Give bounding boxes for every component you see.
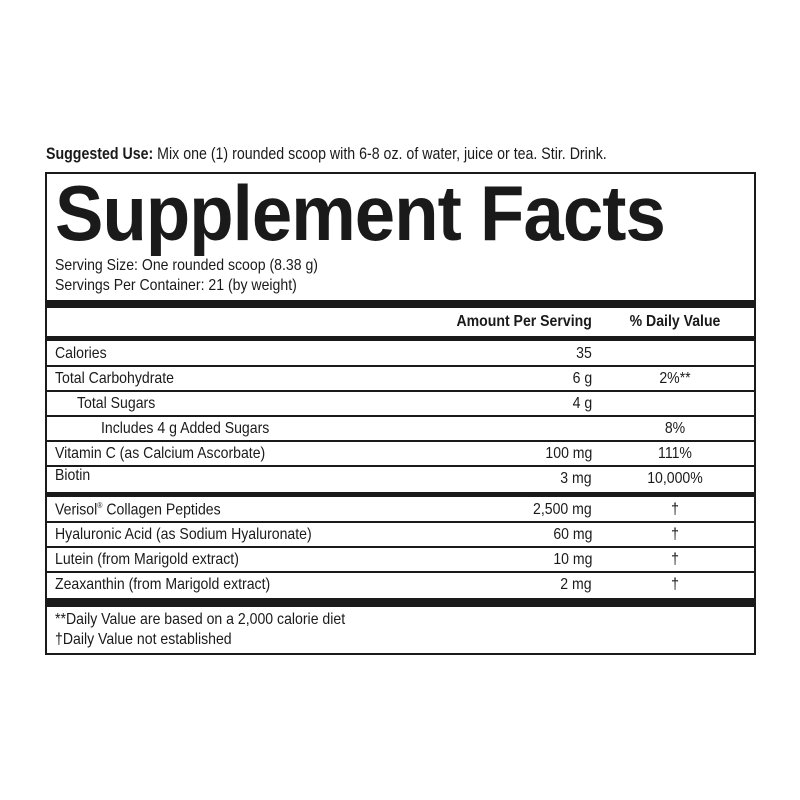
amount-header: Amount Per Serving (456, 313, 592, 330)
ingredient-row: Hyaluronic Acid (as Sodium Hyaluronate) 6… (47, 523, 754, 548)
nutrient-dv: 2%** (659, 370, 691, 387)
nutrient-name: Calories (55, 345, 107, 362)
ingredient-dv: † (671, 576, 679, 593)
divider-thick (47, 598, 754, 607)
nutrient-amount: 100 mg (545, 445, 592, 462)
ingredient-row: Lutein (from Marigold extract) 10 mg † (47, 548, 754, 573)
nutrient-dv: 8% (664, 420, 686, 437)
ingredient-amount: 60 mg (552, 526, 592, 543)
nutrient-row: Includes 4 g Added Sugars 8% (47, 417, 754, 442)
nutrient-dv: 10,000% (647, 470, 703, 487)
ingredient-amount: 2 mg (560, 576, 592, 593)
divider-medium (47, 492, 754, 497)
divider-thick (47, 300, 754, 308)
ingredient-amount: 2,500 mg (533, 501, 592, 518)
supplement-facts-panel: Supplement Facts Serving Size: One round… (45, 169, 756, 655)
nutrient-amount: 3 mg (560, 470, 592, 487)
footnote-not-established: †Daily Value not established (55, 631, 232, 648)
nutrient-dv: 111% (658, 445, 692, 462)
ingredient-row: Zeaxanthin (from Marigold extract) 2 mg † (47, 573, 754, 596)
suggested-use-label: Suggested Use: (46, 145, 154, 163)
nutrient-row: Total Carbohydrate 6 g 2%** (47, 367, 754, 392)
nutrient-row: Biotin 3 mg 10,000% (47, 467, 754, 490)
nutrient-name: Vitamin C (as Calcium Ascorbate) (55, 445, 266, 462)
nutrient-amount: 6 g (572, 370, 592, 387)
ingredient-row: Verisol® Collagen Peptides 2,500 mg † (47, 498, 754, 523)
nutrient-amount: 35 (576, 345, 592, 362)
dv-header: % Daily Value (629, 313, 721, 330)
nutrient-name: Total Carbohydrate (55, 370, 174, 387)
nutrient-row: Total Sugars 4 g (47, 392, 754, 417)
nutrient-name: Biotin (55, 467, 91, 484)
ingredient-name: Hyaluronic Acid (as Sodium Hyaluronate) (55, 526, 312, 543)
ingredient-dv: † (671, 551, 679, 568)
servings-per-container: Servings Per Container: 21 (by weight) (55, 277, 297, 294)
ingredient-name: Verisol® Collagen Peptides (55, 501, 221, 519)
nutrient-row: Vitamin C (as Calcium Ascorbate) 100 mg 11… (47, 442, 754, 467)
nutrient-row: Calories 35 (47, 342, 754, 367)
suggested-use: Suggested Use: Mix one (1) rounded scoop… (46, 145, 607, 164)
nutrient-name: Includes 4 g Added Sugars (101, 420, 270, 437)
ingredient-amount: 10 mg (552, 551, 592, 568)
footnote-daily-value: **Daily Value are based on a 2,000 calor… (55, 611, 346, 628)
suggested-use-text: Mix one (1) rounded scoop with 6-8 oz. o… (153, 145, 607, 163)
column-header-row: Amount Per Serving % Daily Value (47, 310, 754, 334)
nutrient-amount: 4 g (572, 395, 592, 412)
ingredient-dv: † (671, 526, 679, 543)
serving-size: Serving Size: One rounded scoop (8.38 g) (55, 257, 318, 274)
ingredient-dv: † (671, 501, 679, 518)
panel-title: Supplement Facts (55, 169, 666, 257)
ingredient-name: Zeaxanthin (from Marigold extract) (55, 576, 271, 593)
divider-medium (47, 336, 754, 341)
ingredient-name: Lutein (from Marigold extract) (55, 551, 239, 568)
nutrient-name: Total Sugars (77, 395, 156, 412)
